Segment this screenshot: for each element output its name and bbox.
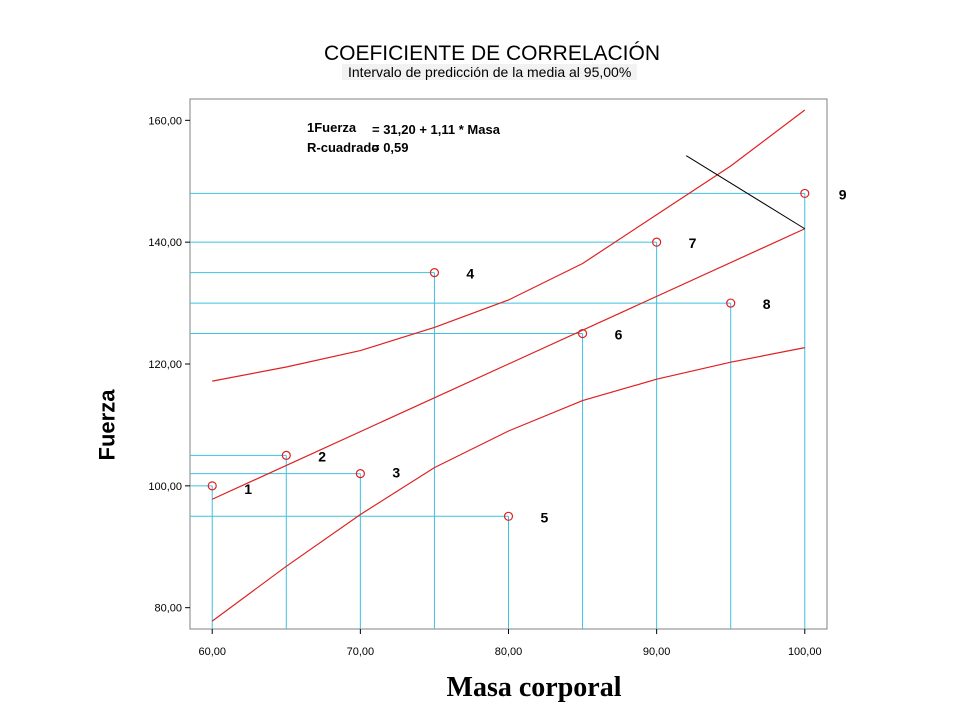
annotation-pointer-group	[686, 155, 806, 230]
data-point	[577, 328, 588, 339]
point-label: 3	[392, 465, 400, 481]
point-label: 8	[763, 296, 771, 312]
data-point	[503, 511, 514, 521]
data-point	[429, 268, 440, 278]
x-tick-label: 100,00	[788, 646, 822, 658]
point-label: 2	[318, 448, 326, 464]
equation-value: = 31,20 + 1,11 * Masa	[372, 122, 501, 137]
data-point	[281, 450, 291, 460]
point-labels: 1 2 3 4 5 6 7 8 9	[244, 186, 847, 525]
x-tick-label: 60,00	[198, 646, 226, 658]
r-squared-label: R-cuadrado	[307, 140, 379, 155]
y-tick-label: 120,00	[148, 359, 182, 371]
x-axis-ticks: 60,00 70,00 80,00 90,00 100,00	[198, 629, 822, 658]
x-tick-label: 80,00	[495, 646, 523, 658]
equation-label: 1Fuerza	[307, 120, 357, 135]
regression-line-group	[211, 228, 806, 500]
x-tick-label: 70,00	[347, 646, 375, 658]
guide-lines	[190, 192, 806, 629]
prediction-bands	[211, 109, 806, 622]
x-tick-label: 90,00	[643, 646, 671, 658]
point-label: 6	[615, 327, 623, 343]
data-point	[207, 481, 217, 491]
y-tick-label: 80,00	[154, 603, 182, 615]
regression-line	[211, 228, 806, 500]
data-point	[726, 298, 736, 308]
chart-subtitle: Intervalo de predicción de la media al 9…	[342, 64, 638, 80]
lower-prediction-band	[211, 347, 805, 622]
y-tick-label: 140,00	[148, 237, 182, 249]
pointer-line	[686, 155, 806, 230]
y-tick-label: 100,00	[148, 481, 182, 493]
equation-box: 1Fuerza = 31,20 + 1,11 * Masa R-cuadrado…	[307, 120, 501, 155]
point-label: 7	[689, 235, 697, 251]
data-point	[652, 237, 662, 247]
data-point	[800, 188, 810, 199]
point-label: 1	[244, 481, 252, 497]
data-points	[207, 188, 810, 521]
point-label: 9	[839, 186, 847, 202]
y-axis-ticks: 80,00 100,00 120,00 140,00 160,00	[148, 115, 190, 615]
chart-title: COEFICIENTE DE CORRELACIÓN	[323, 42, 661, 65]
y-tick-label: 160,00	[148, 115, 182, 127]
upper-prediction-band	[212, 109, 806, 382]
r-squared-value: = 0,59	[372, 140, 409, 155]
x-axis-label: Masa corporal	[446, 672, 622, 703]
point-label: 5	[541, 509, 549, 525]
data-point	[355, 469, 365, 479]
point-label: 4	[466, 266, 474, 282]
